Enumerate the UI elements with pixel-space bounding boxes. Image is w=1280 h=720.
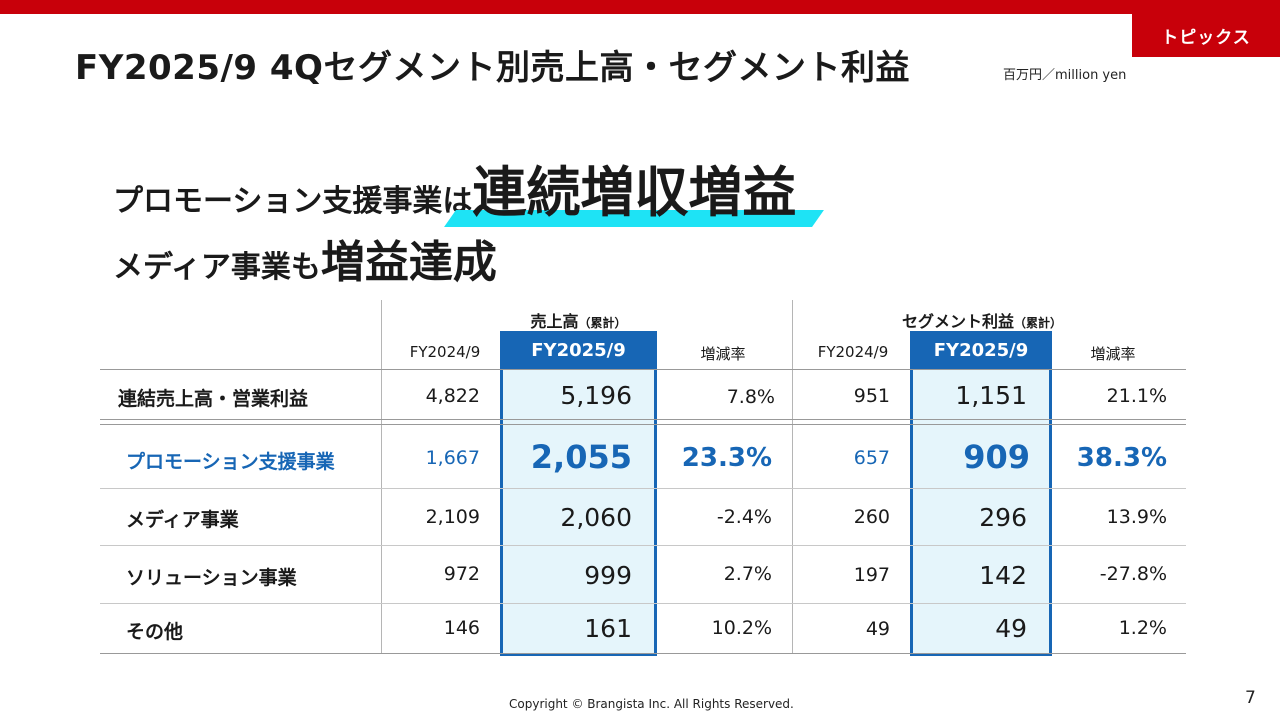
cell-profit-fy2024: 49 <box>865 618 890 640</box>
fy2025-sales-column-highlight <box>500 331 657 656</box>
cell-sales-fy2025: 161 <box>584 614 632 643</box>
col-header-fy2024-sales: FY2024/9 <box>409 343 481 361</box>
row-label-media: メディア事業 <box>126 509 239 531</box>
sales-group-label: 売上高 <box>530 312 579 331</box>
topics-badge: トピックス <box>1132 14 1280 57</box>
headline-line-2: メディア事業も増益達成 <box>113 226 497 290</box>
row-label-solution: ソリューション事業 <box>126 567 297 589</box>
profit-group-label: セグメント利益 <box>901 312 1014 331</box>
headline-2-highlight: 増益達成 <box>320 237 497 288</box>
headline-2-prefix: メディア事業も <box>113 250 321 285</box>
cell-sales-fy2025: 999 <box>584 561 632 590</box>
cell-sales-fy2024: 972 <box>443 563 480 585</box>
profit-group-header: セグメント利益（累計） <box>872 308 1092 332</box>
fy2025-profit-column-highlight <box>910 331 1052 656</box>
table-divider-horizontal <box>100 369 1186 370</box>
cell-profit-fy2024: 197 <box>853 564 890 586</box>
top-accent-bar <box>0 0 1280 14</box>
cell-profit-rate: 13.9% <box>1106 506 1167 528</box>
cell-profit-rate: -27.8% <box>1099 563 1167 585</box>
cell-profit-fy2025: 1,151 <box>955 381 1027 410</box>
cell-profit-fy2024: 951 <box>853 385 890 407</box>
cell-sales-rate: 7.8% <box>726 386 775 408</box>
cell-profit-rate: 38.3% <box>1076 443 1167 473</box>
page-number: 7 <box>1245 688 1256 708</box>
cell-sales-fy2024: 4,822 <box>425 385 480 407</box>
headline-1-marker: 連続増収増益 <box>444 148 825 227</box>
copyright-footer: Copyright © Brangista Inc. All Rights Re… <box>509 697 794 711</box>
cell-profit-rate: 1.2% <box>1118 617 1167 639</box>
cell-sales-fy2024: 1,667 <box>425 447 480 469</box>
cell-sales-rate: 2.7% <box>723 563 772 585</box>
row-label-other: その他 <box>126 621 184 643</box>
cell-profit-fy2024: 260 <box>853 506 890 528</box>
profit-group-note: （累計） <box>1014 316 1063 330</box>
table-divider-vertical <box>792 300 793 653</box>
sales-group-header: 売上高（累計） <box>500 308 657 332</box>
cell-sales-fy2024: 146 <box>443 617 480 639</box>
row-label-promotion: プロモーション支援事業 <box>126 451 335 473</box>
cell-sales-fy2025: 2,055 <box>530 438 632 476</box>
cell-sales-rate: -2.4% <box>716 506 772 528</box>
table-divider-horizontal <box>100 488 1186 489</box>
table-divider-horizontal <box>100 424 1186 425</box>
cell-sales-fy2025: 2,060 <box>560 503 632 532</box>
col-header-rate-profit: 増減率 <box>1090 345 1136 363</box>
cell-profit-rate: 21.1% <box>1106 385 1167 407</box>
fy2025-profit-header: FY2025/9 <box>910 331 1052 369</box>
cell-profit-fy2025: 909 <box>963 438 1030 476</box>
page-title: FY2025/9 4Qセグメント別売上高・セグメント利益 <box>75 48 910 88</box>
headline-1-highlight: 連続増収増益 <box>472 161 797 224</box>
headline-line-1: プロモーション支援事業は 連続増収増益 <box>113 148 825 227</box>
cell-sales-fy2024: 2,109 <box>425 506 480 528</box>
cell-sales-fy2025: 5,196 <box>560 381 632 410</box>
cell-profit-fy2024: 657 <box>853 447 890 469</box>
sales-group-note: （累計） <box>578 316 627 330</box>
table-divider-horizontal <box>100 419 1186 420</box>
col-header-rate-sales: 増減率 <box>700 345 746 363</box>
table-divider-horizontal <box>100 545 1186 546</box>
row-label-consolidated: 連結売上高・営業利益 <box>118 388 309 410</box>
table-divider-horizontal <box>100 653 1186 654</box>
table-divider-horizontal <box>100 603 1186 604</box>
cell-profit-fy2025: 142 <box>979 561 1027 590</box>
fy2025-sales-header: FY2025/9 <box>500 331 657 369</box>
cell-sales-rate: 23.3% <box>681 443 772 473</box>
headline-1-prefix: プロモーション支援事業は <box>113 184 473 219</box>
cell-profit-fy2025: 296 <box>979 503 1027 532</box>
unit-label: 百万円／million yen <box>1003 68 1127 83</box>
cell-sales-rate: 10.2% <box>711 617 772 639</box>
table-divider-vertical <box>381 300 382 653</box>
cell-profit-fy2025: 49 <box>995 614 1027 643</box>
col-header-fy2024-profit: FY2024/9 <box>817 343 889 361</box>
